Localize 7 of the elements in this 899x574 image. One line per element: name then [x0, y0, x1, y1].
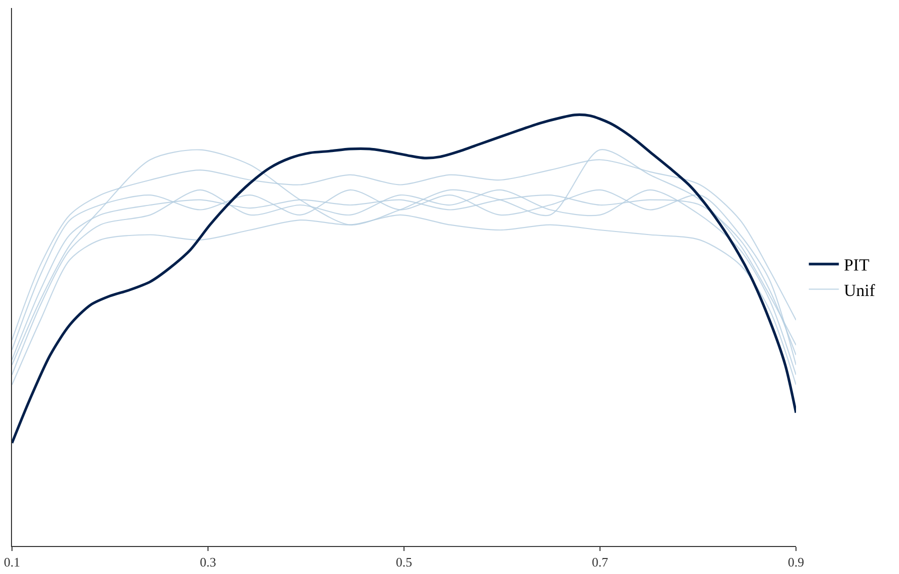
x-tick-label: 0.9: [788, 554, 804, 570]
x-tick-label: 0.7: [592, 554, 609, 570]
legend-label: PIT: [844, 256, 870, 275]
x-tick-label: 0.5: [396, 554, 412, 570]
x-tick-label: 0.1: [4, 554, 20, 570]
x-tick-label: 0.3: [200, 554, 216, 570]
legend-label: Unif: [844, 280, 876, 300]
